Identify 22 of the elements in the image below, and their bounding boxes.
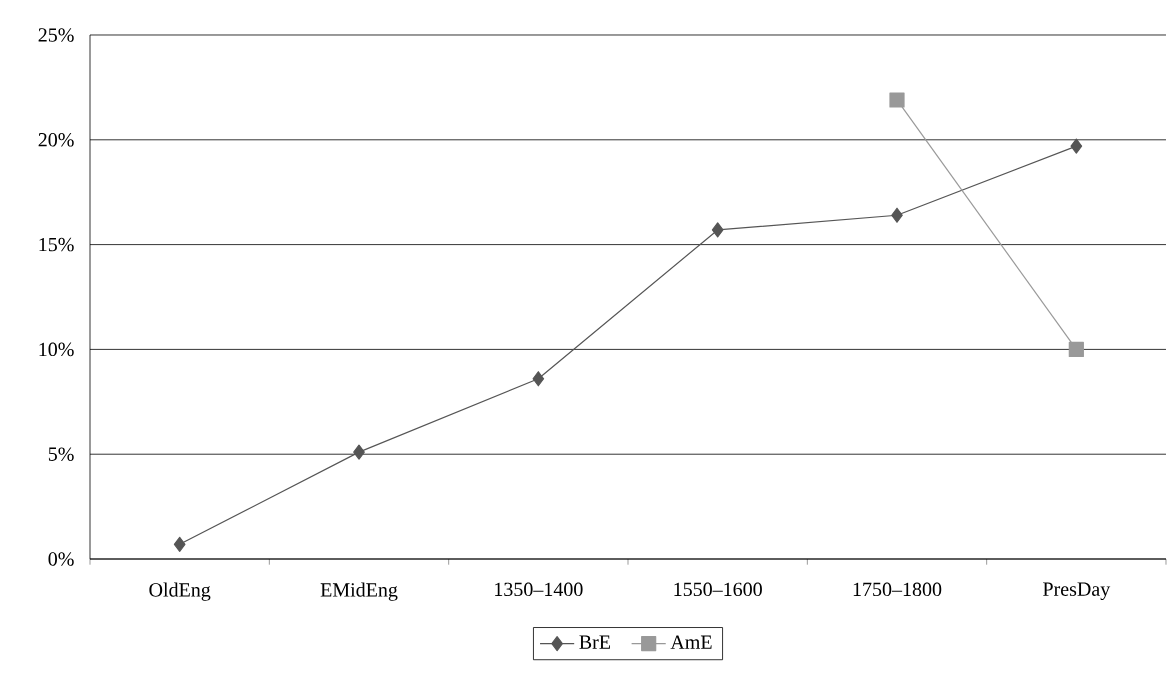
point [889, 92, 905, 108]
legend-label: AmE [670, 635, 712, 649]
x-tick-label: OldEng [149, 582, 211, 601]
x-tick-label: 1550–1600 [674, 582, 762, 597]
y-tick-label: 0% [48, 552, 74, 566]
y-tick-label: 25% [38, 28, 74, 42]
point [353, 444, 365, 460]
point [891, 207, 903, 223]
x-tick-label: 1750–1800 [853, 582, 942, 597]
point [711, 222, 724, 238]
point [532, 371, 545, 387]
x-tick-label: EMidEng [320, 582, 398, 601]
y-tick-label: 15% [39, 237, 74, 252]
legend-label: BrE [579, 635, 611, 649]
point [1068, 341, 1084, 357]
x-tick-label: PresDay [1043, 582, 1111, 601]
x-tick-label: 1350–1400 [495, 582, 583, 597]
y-tick-label: 5% [48, 447, 74, 461]
y-tick-label: 20% [38, 133, 74, 147]
y-tick-label: 10% [39, 342, 74, 357]
point [173, 536, 186, 552]
point [1070, 138, 1083, 154]
